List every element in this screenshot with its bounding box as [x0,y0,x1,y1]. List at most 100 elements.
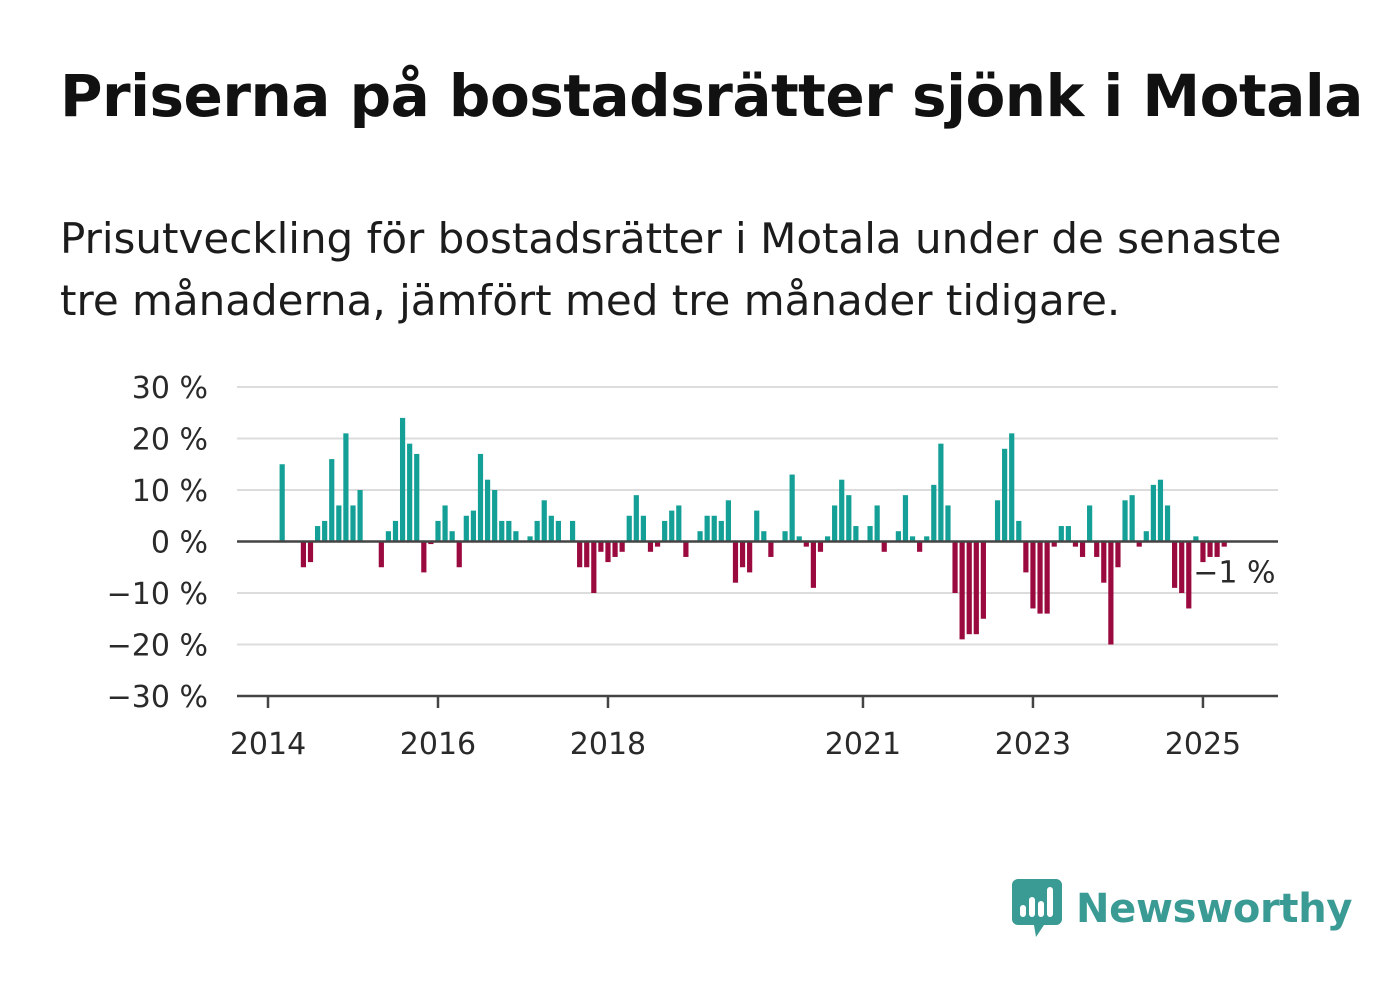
chart-title: Priserna på bostadsrätter sjönk i Motala [60,62,1363,130]
bar [768,541,774,557]
bar [874,505,880,542]
bar [867,526,873,542]
bar [541,500,547,542]
bar [442,505,448,542]
bar [534,520,540,542]
bar [300,541,307,568]
bar [435,520,441,542]
annotation-label: −1 % [1193,556,1275,591]
bar [739,541,746,568]
newsworthy-logo-icon [1012,879,1062,937]
bar [612,541,618,557]
bar [846,495,852,542]
bar [1016,520,1022,542]
bar [456,541,462,568]
bar [555,520,561,542]
x-tick-label: 2021 [825,727,901,760]
bar [817,541,824,552]
y-axis-ticks: 30 % 20 % 10 % 0 % −10 % −20 % −30 % [107,371,208,715]
bar [392,520,399,542]
bar [931,484,937,542]
bar [626,515,632,542]
x-tick-label: 2016 [400,727,476,760]
bar [704,515,710,542]
bar [1214,541,1220,557]
bar [789,474,795,542]
bar [399,417,406,542]
bar [1101,541,1107,583]
bar [839,479,845,542]
bar [1172,541,1178,588]
bar [1079,541,1086,557]
bar [1207,541,1213,557]
y-tick-label: 30 % [132,371,208,406]
bar [329,459,335,542]
bar [314,526,321,542]
bar [506,520,512,542]
bar [1002,448,1008,542]
bar [414,453,420,542]
bar [385,531,392,542]
bar-chart: 30 %20 %10 %0 %−10 %−20 %−30 % 2014 2016 2… [107,371,1281,760]
bar [832,505,838,542]
bar [654,541,661,547]
bar [619,541,625,552]
bar [1087,505,1093,542]
y-tick-label: 20 % [132,423,208,458]
bar [980,541,986,619]
bar [484,479,491,542]
bar [994,500,1001,542]
bar [669,510,675,542]
bar [647,541,654,552]
bar [577,541,583,568]
bar [1150,484,1156,542]
x-axis-ticks: 2014 2016 2018 2021 2023 2025 [230,696,1241,760]
bar [683,541,689,557]
bar [945,505,951,542]
x-tick-label: 2025 [1165,727,1241,760]
bar [732,541,739,583]
bar [924,536,930,542]
axes [237,540,1278,698]
bar [895,531,901,542]
bar [1157,479,1164,542]
bar [938,443,944,542]
bar [853,526,859,542]
bars [279,417,1227,645]
bar [973,541,979,635]
bar [1129,495,1135,542]
y-tick-label: 10 % [132,474,208,509]
bar [343,433,349,542]
bar [633,495,639,542]
x-tick-label: 2023 [995,727,1071,760]
bar [711,515,717,542]
bar [640,515,646,542]
bar [697,531,703,542]
bar [1051,541,1057,547]
bar [1030,541,1036,609]
bar [1065,526,1071,542]
bar [605,541,611,563]
bar [952,541,958,593]
bar [747,541,753,573]
bar [1023,541,1029,573]
bar [824,536,831,542]
bar [966,541,972,635]
bar [1058,526,1064,542]
bar [428,541,434,545]
y-tick-label: 0 % [151,526,208,561]
x-tick-label: 2018 [570,727,646,760]
chart-subtitle: Prisutveckling för bostadsrätter i Motal… [60,214,1282,325]
bar [336,505,342,542]
bar [513,531,519,542]
annotation: −1 %−1 % [1188,551,1280,596]
y-tick-label: −30 % [107,680,208,715]
bar [1164,505,1171,542]
bar [378,541,384,568]
bar [662,520,668,542]
bar [499,520,505,542]
bar [959,541,965,640]
bar [754,510,760,542]
bar [1044,541,1050,614]
bar [307,541,314,563]
